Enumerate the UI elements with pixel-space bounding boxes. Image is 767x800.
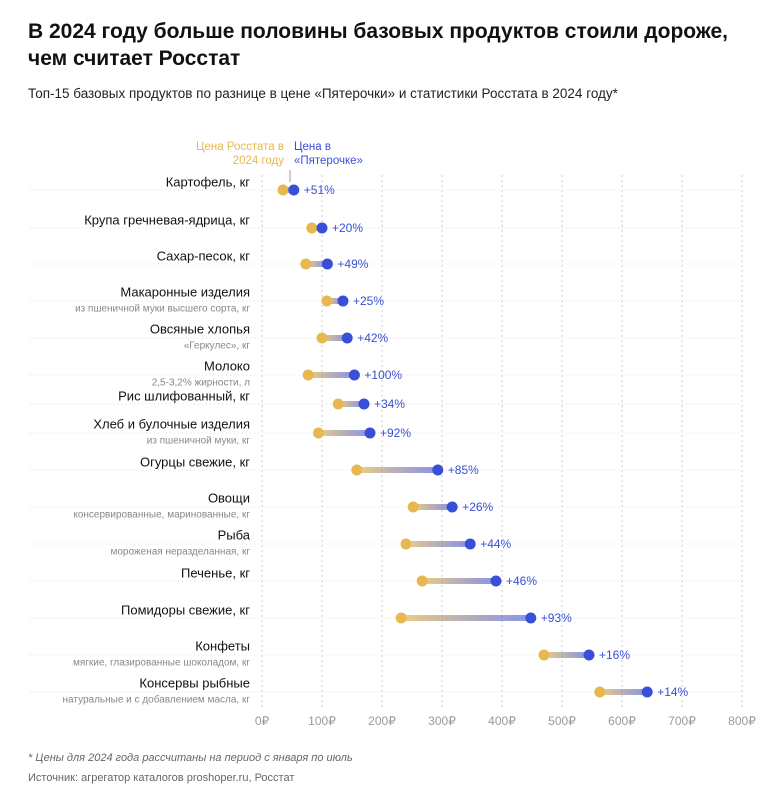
dot bbox=[407, 501, 419, 513]
dot bbox=[641, 686, 653, 698]
diff-label: +92% bbox=[380, 426, 411, 440]
diff-label: +26% bbox=[462, 500, 493, 514]
dot bbox=[302, 369, 314, 381]
x-tick-label: 0₽ bbox=[255, 714, 270, 728]
x-tick-label: 600₽ bbox=[608, 714, 636, 728]
category-label: Сахар-песок, кг bbox=[157, 248, 251, 263]
dot bbox=[300, 258, 312, 270]
category-label: Хлеб и булочные изделия bbox=[93, 416, 250, 431]
category-label: Консервы рыбные bbox=[139, 675, 250, 690]
category-label: Овощи bbox=[208, 490, 250, 505]
dot bbox=[594, 686, 606, 698]
chart-title: В 2024 году больше половины базовых прод… bbox=[28, 20, 728, 70]
category-sublabel: из пшеничной муки, кг bbox=[147, 436, 251, 447]
dot bbox=[464, 538, 476, 550]
dot bbox=[538, 649, 550, 661]
dot bbox=[337, 295, 349, 307]
footnote: * Цены для 2024 года рассчитаны на перио… bbox=[28, 752, 353, 764]
category-label: Печенье, кг bbox=[181, 565, 250, 580]
dot bbox=[288, 184, 300, 196]
legend-entry: Цена в «Пятерочке» bbox=[294, 141, 363, 167]
dot bbox=[332, 398, 344, 410]
dot bbox=[277, 184, 289, 196]
dot bbox=[358, 398, 370, 410]
diff-label: +42% bbox=[357, 331, 388, 345]
chart-subtitle: Топ-15 базовых продуктов по разнице в це… bbox=[28, 86, 618, 101]
diff-label: +46% bbox=[506, 574, 537, 588]
diff-label: +44% bbox=[480, 537, 511, 551]
category-sublabel: «Геркулес», кг bbox=[184, 341, 251, 352]
x-tick-label: 500₽ bbox=[548, 714, 576, 728]
dot bbox=[351, 464, 363, 476]
category-label: Картофель, кг bbox=[166, 174, 251, 189]
x-tick-label: 800₽ bbox=[728, 714, 756, 728]
dot bbox=[583, 649, 595, 661]
category-label: Помидоры свежие, кг bbox=[121, 602, 250, 617]
dot bbox=[525, 612, 537, 624]
category-sublabel: 2,5-3,2% жирности, л bbox=[152, 378, 250, 389]
x-tick-label: 100₽ bbox=[308, 714, 336, 728]
diff-label: +49% bbox=[337, 257, 368, 271]
dot bbox=[306, 222, 318, 234]
dot bbox=[400, 538, 412, 550]
category-label: Рис шлифованный, кг bbox=[118, 388, 250, 403]
diff-label: +34% bbox=[374, 397, 405, 411]
diff-label: +25% bbox=[353, 294, 384, 308]
category-sublabel: консервированные, маринованные, кг bbox=[73, 510, 250, 521]
category-label: Конфеты bbox=[195, 638, 250, 653]
category-sublabel: мороженая неразделанная, кг bbox=[111, 547, 251, 558]
category-label: Рыба bbox=[218, 527, 251, 542]
diff-label: +85% bbox=[448, 463, 479, 477]
diff-label: +20% bbox=[332, 221, 363, 235]
category-sublabel: натуральные и с добавлением масла, кг bbox=[63, 694, 251, 706]
x-tick-label: 200₽ bbox=[368, 714, 396, 728]
category-label: Молоко bbox=[204, 358, 250, 373]
dot bbox=[432, 464, 444, 476]
diff-label: +51% bbox=[304, 183, 335, 197]
x-tick-label: 400₽ bbox=[488, 714, 516, 728]
diff-label: +16% bbox=[599, 648, 630, 662]
dot bbox=[316, 222, 328, 234]
category-label: Макаронные изделия bbox=[120, 284, 250, 299]
category-sublabel: мягкие, глазированные шоколадом, кг bbox=[73, 658, 250, 669]
dot bbox=[395, 612, 407, 624]
dot bbox=[364, 427, 376, 439]
dot bbox=[416, 575, 428, 587]
dot bbox=[446, 501, 458, 513]
dot bbox=[321, 258, 333, 270]
category-label: Овсяные хлопья bbox=[150, 321, 250, 336]
x-tick-label: 300₽ bbox=[428, 714, 456, 728]
x-tick-label: 700₽ bbox=[668, 714, 696, 728]
dot bbox=[316, 332, 328, 344]
dot bbox=[490, 575, 502, 587]
diff-label: +14% bbox=[657, 685, 688, 699]
source: Источник: агрегатор каталогов proshoper.… bbox=[28, 772, 295, 784]
legend-entry: Цена Росстата в 2024 году bbox=[195, 141, 284, 167]
dot bbox=[341, 332, 353, 344]
diff-label: +100% bbox=[364, 368, 402, 382]
category-sublabel: из пшеничной муки высшего сорта, кг bbox=[75, 304, 250, 315]
dot bbox=[312, 427, 324, 439]
diff-label: +93% bbox=[541, 611, 572, 625]
dot bbox=[321, 295, 333, 307]
category-label: Крупа гречневая-ядрица, кг bbox=[84, 212, 250, 227]
dot bbox=[348, 369, 360, 381]
category-label: Огурцы свежие, кг bbox=[140, 454, 250, 469]
